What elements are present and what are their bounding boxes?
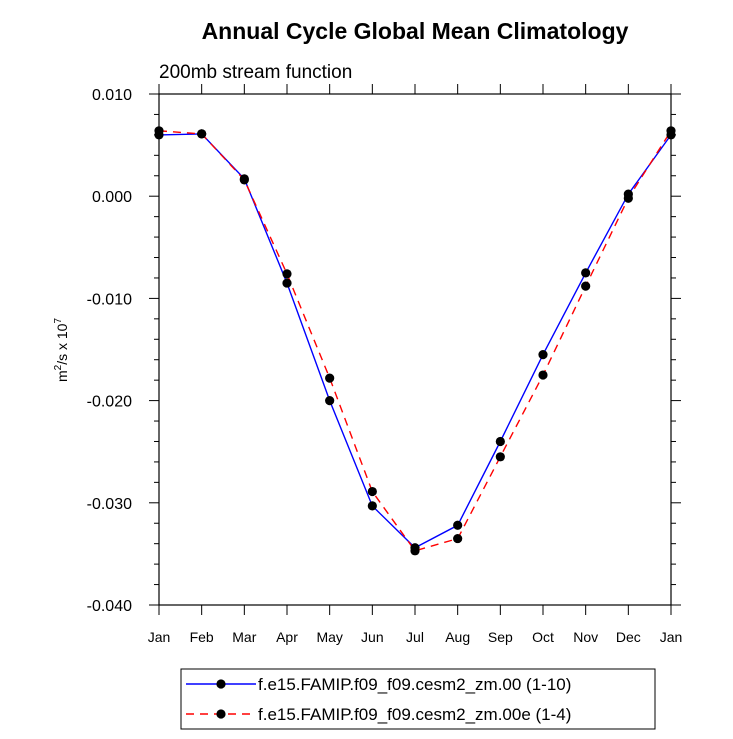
chart-subtitle: 200mb stream function [159,62,352,83]
x-axis: Jan Feb Mar Apr May Jun Jul Aug Sep Oct Nov Dec Jan [148,84,683,645]
series-2-point [282,269,292,279]
series-2-point [197,129,207,139]
legend-box [180,668,656,730]
legend-marker-1 [216,679,226,689]
series-1-point [538,350,548,360]
series-2-point [367,486,377,497]
series-2-point [623,193,633,203]
x-tick-label: Jan [148,629,171,645]
series-2-point [410,546,420,556]
series-1-point [495,436,505,447]
series-1-point [282,278,292,288]
series-2-point [666,126,676,136]
series-2-point [538,370,548,380]
series-2-point [581,281,591,291]
series-1-point [325,396,335,406]
x-tick-label: Feb [190,629,214,645]
x-tick-label: Aug [445,629,470,645]
x-tick-label: Mar [232,629,256,645]
y-axis: 0.010 0.000 -0.010 -0.020 -0.030 -0.040 [87,87,681,615]
x-tick-label: Jul [406,629,424,645]
x-tick-label: Dec [616,629,641,645]
x-tick-label: May [316,629,342,645]
legend-label-2: f.e15.FAMIP.f09_f09.cesm2_zm.00e (1-4) [258,705,571,724]
y-tick-label: -0.020 [87,394,132,411]
x-tick-label: Sep [488,629,513,645]
y-tick-label: -0.030 [87,496,132,513]
series-1-point [367,501,377,511]
legend-marker-2 [216,709,226,719]
x-tick-label: Apr [276,629,298,645]
y-tick-label: -0.010 [87,291,132,308]
x-tick-label: Jun [361,629,384,645]
series-2-point [154,126,164,136]
x-tick-label: Jan [660,629,683,645]
series-group [154,126,676,556]
series-1-point [453,520,463,530]
legend-label-1: f.e15.FAMIP.f09_f09.cesm2_zm.00 (1-10) [258,675,571,694]
x-tick-label: Nov [573,629,598,645]
series-2-point [325,373,335,383]
series-line-1 [158,133,672,549]
y-tick-label: -0.040 [87,598,132,615]
series-1-point [581,268,591,278]
legend: f.e15.FAMIP.f09_f09.cesm2_zm.00 (1-10) f.… [180,668,656,730]
y-tick-label: 0.010 [92,87,132,104]
y-axis-label: m2/s x 107 [53,318,70,382]
series-line-2 [158,130,672,552]
x-tick-label: Oct [532,629,554,645]
chart-title: Annual Cycle Global Mean Climatology [202,18,629,44]
y-tick-label: 0.000 [92,189,132,206]
series-2-point [453,533,463,544]
series-2-point [495,452,505,462]
series-2-point [239,175,249,185]
